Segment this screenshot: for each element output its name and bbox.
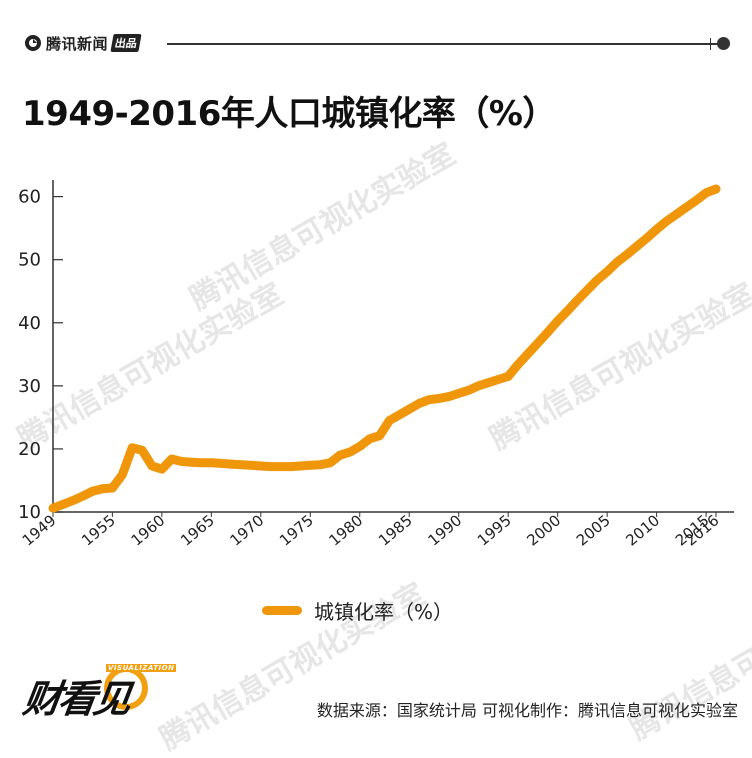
header-tick [710,38,711,50]
x-tick-label: 1995 [474,511,515,549]
x-tick-label: 1960 [128,511,169,549]
x-tick-label: 2005 [573,511,614,549]
x-tick-label: 1970 [227,511,268,549]
x-tick-label: 2010 [622,511,663,549]
legend: 城镇化率（%） [262,596,453,625]
y-tick-label: 20 [18,439,41,460]
x-tick-label: 1975 [276,511,317,549]
legend-label: 城镇化率（%） [314,600,454,624]
y-tick-label: 50 [18,250,41,271]
y-tick-label: 60 [18,187,41,208]
brand-name: 腾讯新闻 [46,34,109,53]
y-tick-label: 30 [18,376,41,397]
y-tick-label: 10 [18,502,41,523]
header: 腾讯新闻 出品 [24,28,732,58]
chart-title: 1949-2016年人口城镇化率（%） [22,94,556,134]
y-tick-label: 40 [18,313,41,334]
x-tick-label: 1955 [78,511,119,549]
logo-text: 财看见 [20,677,132,721]
x-tick-label: 1985 [375,511,416,549]
brand: 腾讯新闻 出品 [24,28,142,58]
source-note: 数据来源：国家统计局 可视化制作：腾讯信息可视化实验室 [316,701,738,720]
tencent-news-logo-icon [24,34,42,52]
series-line [48,184,721,513]
x-tick-label: 1965 [177,511,218,549]
footer-logo: 财看见 VISUALIZATION [20,660,177,726]
header-end-dot [717,37,730,50]
logo-sub: VISUALIZATION [106,664,177,672]
x-tick-label: 1980 [326,511,367,549]
legend-swatch [262,606,302,615]
x-tick-label: 2000 [523,511,564,549]
x-tick-label: 1990 [424,511,465,549]
header-divider [167,43,723,45]
brand-tag: 出品 [110,34,142,52]
